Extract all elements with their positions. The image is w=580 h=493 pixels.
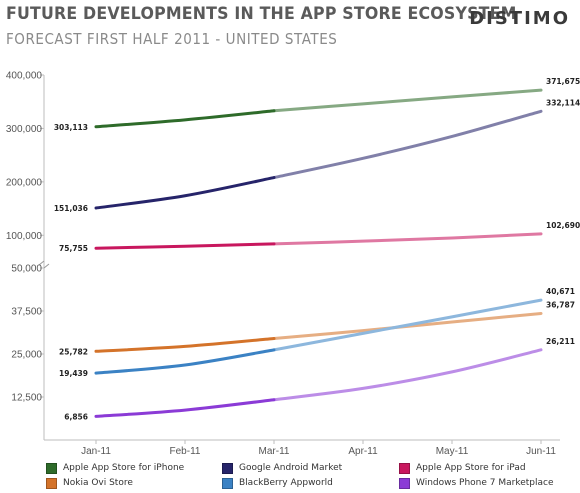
y-tick-label: 25,000 bbox=[11, 350, 42, 361]
series-end-label: 26,211 bbox=[546, 337, 575, 346]
y-tick-label: 400,000 bbox=[6, 71, 43, 82]
legend-label: Apple App Store for iPhone bbox=[63, 463, 185, 473]
series-line-forecast bbox=[272, 88, 543, 113]
y-tick-label: 50,000 bbox=[11, 264, 42, 275]
series-line-actual bbox=[94, 176, 276, 210]
legend-swatch-blackberry bbox=[222, 477, 233, 489]
legend-swatch-nokia bbox=[46, 477, 57, 489]
series-end-label: 371,675 bbox=[546, 77, 580, 86]
series-start-label: 6,856 bbox=[64, 412, 88, 421]
x-tick-label: Feb-11 bbox=[170, 446, 201, 457]
legend-label: Windows Phone 7 Marketplace bbox=[416, 478, 554, 488]
legend-swatch-windows bbox=[399, 477, 410, 489]
series-line-forecast bbox=[272, 298, 543, 352]
series-line-actual bbox=[94, 109, 276, 129]
legend-label: Google Android Market bbox=[239, 463, 343, 473]
series-line-actual bbox=[94, 398, 276, 418]
y-tick-label: 12,500 bbox=[11, 393, 42, 404]
legend-label: Apple App Store for iPad bbox=[416, 463, 526, 473]
legend-item-blackberry: BlackBerry Appworld bbox=[222, 476, 333, 490]
series-end-label: 40,671 bbox=[546, 287, 575, 296]
legend-item-windows: Windows Phone 7 Marketplace bbox=[399, 476, 554, 490]
legend-swatch-ipad bbox=[399, 462, 410, 474]
line-chart: 100,000 200,000 300,000 400,000 303,113 371,6… bbox=[6, 71, 580, 458]
y-tick-label: 200,000 bbox=[6, 177, 43, 188]
brand-logo: DISTIMO bbox=[469, 8, 570, 29]
series-line-actual bbox=[94, 348, 276, 375]
x-tick-label: Jan-11 bbox=[81, 446, 111, 457]
axis-break-mark bbox=[38, 260, 50, 269]
chart-title: FUTURE DEVELOPMENTS IN THE APP STORE ECO… bbox=[6, 4, 517, 24]
series-line-forecast bbox=[272, 348, 543, 402]
series-start-label: 25,782 bbox=[59, 347, 88, 356]
series-line-actual bbox=[94, 242, 276, 250]
series-start-label: 151,036 bbox=[54, 204, 88, 213]
legend-item-iphone: Apple App Store for iPhone bbox=[46, 461, 184, 475]
legend-label: Nokia Ovi Store bbox=[63, 478, 133, 488]
x-tick-label: Apr-11 bbox=[348, 446, 378, 457]
y-tick-label: 37,500 bbox=[11, 307, 42, 318]
y-tick-label: 300,000 bbox=[6, 124, 43, 135]
legend-item-android: Google Android Market bbox=[222, 461, 342, 475]
x-tick-label: May-11 bbox=[436, 446, 469, 457]
x-tick-label: Mar-11 bbox=[259, 446, 290, 457]
series-start-label: 19,439 bbox=[59, 369, 88, 378]
chart-subtitle: FORECAST FIRST HALF 2011 - UNITED STATES bbox=[6, 30, 338, 48]
series-start-label: 303,113 bbox=[54, 123, 88, 132]
legend-item-ipad: Apple App Store for iPad bbox=[399, 461, 526, 475]
legend-swatch-iphone bbox=[46, 462, 57, 474]
series-start-label: 75,755 bbox=[59, 244, 88, 253]
y-tick-label: 100,000 bbox=[6, 231, 43, 242]
series-line-forecast bbox=[272, 109, 543, 180]
x-tick-label: Jun-11 bbox=[526, 446, 556, 457]
legend-swatch-android bbox=[222, 462, 233, 474]
series-end-label: 332,114 bbox=[546, 98, 580, 107]
series-end-label: 102,690 bbox=[546, 221, 580, 230]
legend-item-nokia: Nokia Ovi Store bbox=[46, 476, 133, 490]
series-line-actual bbox=[94, 337, 276, 353]
legend-label: BlackBerry Appworld bbox=[239, 478, 333, 488]
series-end-label: 36,787 bbox=[546, 300, 575, 309]
legend: Apple App Store for iPhone Google Androi… bbox=[0, 458, 580, 493]
series-line-forecast bbox=[272, 232, 543, 246]
